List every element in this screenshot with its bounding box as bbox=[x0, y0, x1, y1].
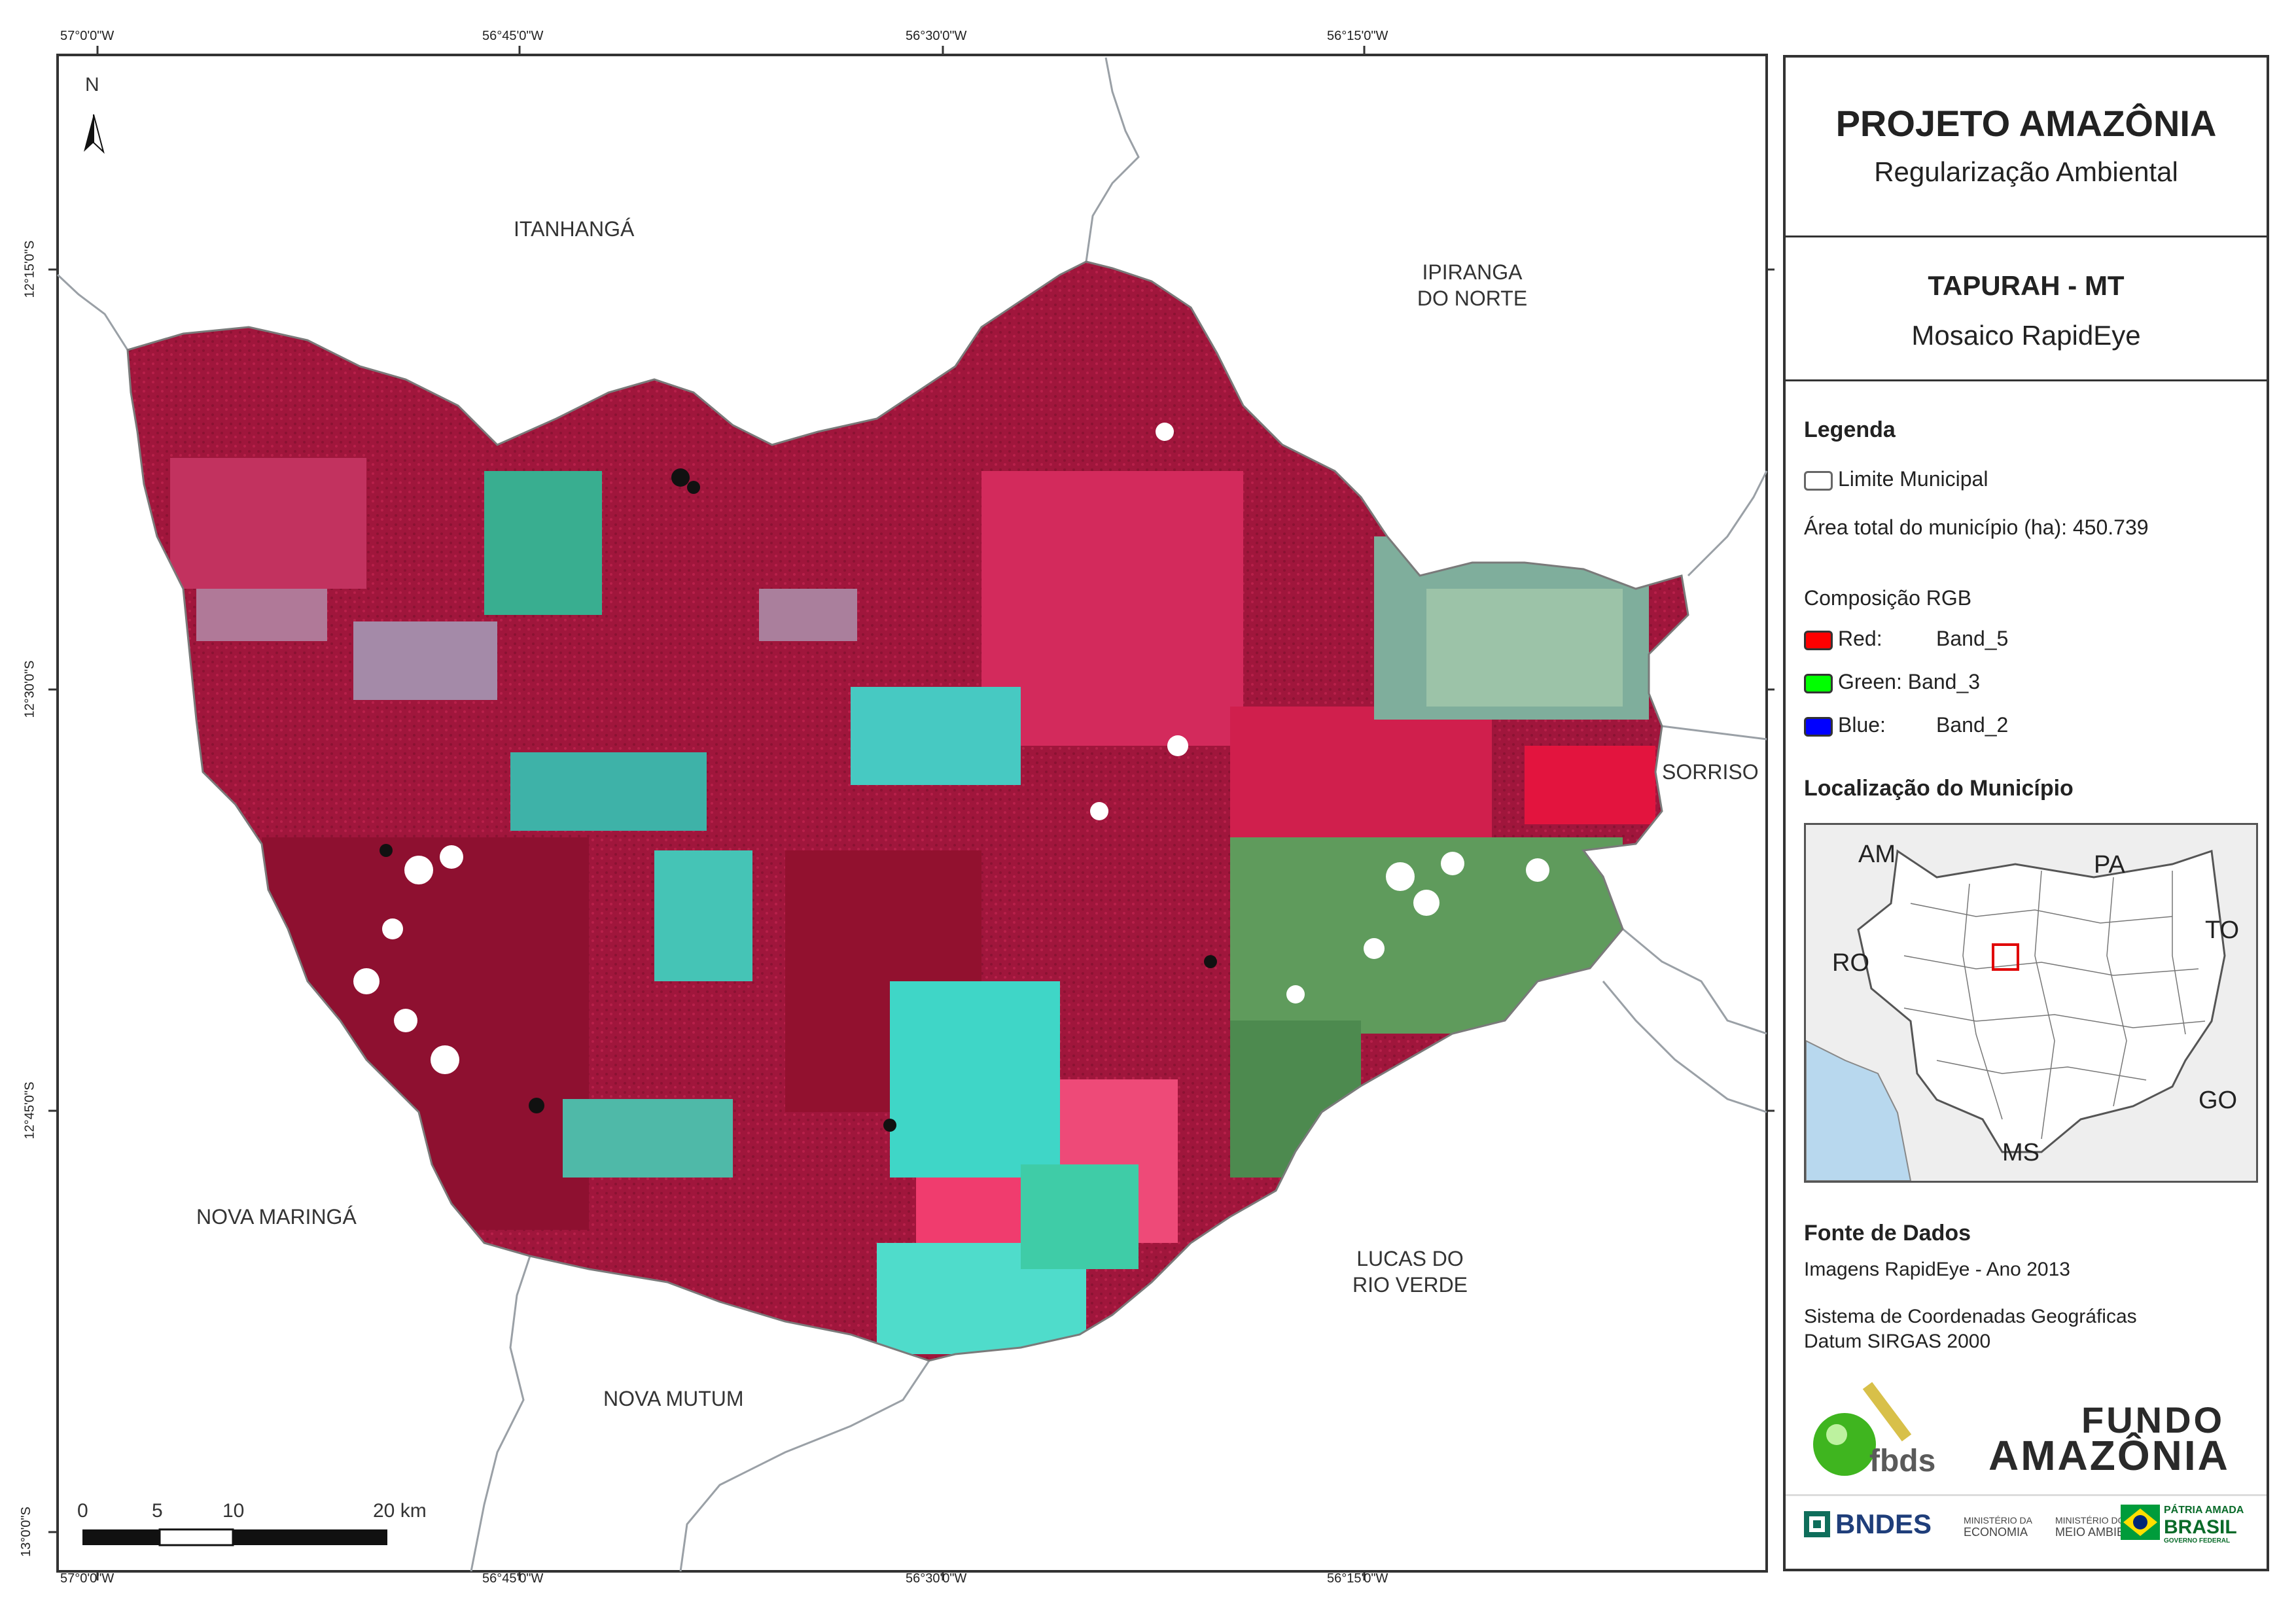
green-swatch-icon bbox=[1804, 673, 1833, 693]
location-title: Localização do Município bbox=[1804, 776, 2074, 801]
logo-divider bbox=[1786, 1494, 2267, 1496]
coord-bottom-4: 56°15'0"W bbox=[1327, 1571, 1388, 1586]
limit-swatch-icon bbox=[1804, 470, 1833, 491]
scale-tick-20: 20 km bbox=[373, 1500, 427, 1522]
coord-bottom-3: 56°30'0"W bbox=[906, 1571, 967, 1586]
band-green-label: Green: bbox=[1838, 670, 1902, 693]
panel-municipality: TAPURAH - MT Mosaico RapidEye bbox=[1786, 237, 2267, 381]
label-lucas-line2: RIO VERDE bbox=[1352, 1273, 1468, 1297]
north-arrow-icon bbox=[84, 114, 105, 154]
rgb-title: Composição RGB bbox=[1804, 586, 1972, 610]
coord-left-3: 12°45'0"S bbox=[22, 1081, 37, 1140]
label-itanhanga: ITANHANGÁ bbox=[514, 217, 635, 241]
label-lucas-line1: LUCAS DO bbox=[1356, 1247, 1464, 1270]
scale-tick-5: 5 bbox=[152, 1500, 163, 1522]
source-title: Fonte de Dados bbox=[1804, 1221, 1971, 1246]
project-subtitle: Regularização Ambiental bbox=[1874, 156, 2178, 187]
label-nova-maringa: NOVA MARINGÁ bbox=[196, 1205, 357, 1229]
coord-bottom-2: 56°45'0"W bbox=[482, 1571, 544, 1586]
panel-header: PROJETO AMAZÔNIA Regularização Ambiental bbox=[1786, 58, 2267, 237]
fundo-logo-line1: FUNDO bbox=[2081, 1399, 2225, 1440]
inset-label-ms: MS bbox=[2002, 1139, 2040, 1166]
graticule-ticks bbox=[48, 46, 1775, 1580]
source-images: Imagens RapidEye - Ano 2013 bbox=[1804, 1259, 2070, 1280]
location-inset-map: AM PA TO RO GO MS bbox=[1804, 823, 2258, 1183]
band-blue-value: Band_2 bbox=[1936, 713, 2009, 737]
coord-top-2: 56°45'0"W bbox=[482, 29, 544, 43]
label-ipiranga-line2: DO NORTE bbox=[1417, 287, 1528, 310]
legend-limit-label: Limite Municipal bbox=[1838, 467, 1988, 491]
legend-panel: PROJETO AMAZÔNIA Regularização Ambiental… bbox=[1783, 55, 2269, 1571]
band-blue-label: Blue: bbox=[1838, 713, 1886, 737]
ministry-environment-line1: MINISTÉRIO DO bbox=[2055, 1515, 2125, 1526]
governo-federal-text: GOVERNO FEDERAL bbox=[2164, 1537, 2231, 1544]
legend-limit: Limite Municipal bbox=[1804, 467, 1988, 491]
coord-bottom-1: 57°0'0"W bbox=[60, 1571, 115, 1586]
legend-area: Área total do município (ha): 450.739 bbox=[1804, 515, 2149, 539]
source-crs: Sistema de Coordenadas Geográficas bbox=[1804, 1306, 2137, 1327]
inset-label-am: AM bbox=[1858, 841, 1896, 868]
scale-bar bbox=[82, 1528, 387, 1546]
label-lucas-do-rio-verde: LUCAS DO RIO VERDE bbox=[1338, 1246, 1482, 1298]
coord-left-1: 12°15'0"S bbox=[22, 240, 37, 298]
scale-tick-0: 0 bbox=[77, 1500, 88, 1522]
inset-label-pa: PA bbox=[2094, 851, 2125, 879]
inset-label-ro: RO bbox=[1832, 949, 1869, 977]
brazil-flag-icon bbox=[2121, 1505, 2160, 1540]
label-nova-mutum: NOVA MUTUM bbox=[603, 1387, 744, 1410]
scale-tick-10: 10 bbox=[222, 1500, 245, 1522]
ministry-economy-line1: MINISTÉRIO DA bbox=[1964, 1515, 2033, 1526]
north-label: N bbox=[85, 74, 99, 96]
ministry-economy-line2: ECONOMIA bbox=[1964, 1526, 2028, 1539]
tapurah-marker-icon bbox=[1992, 943, 2019, 971]
band-green: Green: Band_3 bbox=[1804, 670, 1980, 694]
ministry-economy: MINISTÉRIO DA ECONOMIA bbox=[1964, 1515, 2032, 1539]
source-datum: Datum SIRGAS 2000 bbox=[1804, 1331, 1991, 1352]
municipality-title: TAPURAH - MT bbox=[1928, 270, 2125, 301]
mosaic-subtitle: Mosaico RapidEye bbox=[1911, 320, 2141, 351]
band-red-label: Red: bbox=[1838, 627, 1882, 650]
red-swatch-icon bbox=[1804, 630, 1833, 650]
blue-swatch-icon bbox=[1804, 716, 1833, 737]
coord-left-2: 12°30'0"S bbox=[22, 660, 37, 718]
map-canvas bbox=[48, 46, 1775, 1580]
label-sorriso: SORRISO bbox=[1662, 760, 1759, 784]
project-title: PROJETO AMAZÔNIA bbox=[1835, 103, 2217, 144]
coord-top-3: 56°30'0"W bbox=[906, 29, 967, 43]
label-ipiranga-line1: IPIRANGA bbox=[1422, 260, 1523, 284]
bndes-logo-icon bbox=[1804, 1511, 1830, 1537]
label-ipiranga: IPIRANGA DO NORTE bbox=[1400, 259, 1544, 311]
brasil-text: BRASIL bbox=[2164, 1516, 2237, 1538]
coord-top-1: 57°0'0"W bbox=[60, 29, 115, 43]
fbds-logo-icon bbox=[1813, 1382, 1912, 1476]
fbds-logo-text: fbds bbox=[1869, 1444, 1936, 1478]
neighbour-boundaries bbox=[56, 57, 1768, 1572]
coord-left-4: 13°0'0"S bbox=[18, 1507, 33, 1557]
inset-label-to: TO bbox=[2205, 916, 2240, 944]
inset-label-go: GO bbox=[2199, 1087, 2238, 1114]
fundo-logo-line2: AMAZÔNIA bbox=[1988, 1432, 2230, 1479]
bndes-logo-text: BNDES bbox=[1835, 1509, 1932, 1539]
inset-svg bbox=[1806, 825, 2256, 1181]
legend-title: Legenda bbox=[1804, 417, 1896, 442]
coord-top-4: 56°15'0"W bbox=[1327, 29, 1388, 43]
band-blue: Blue: Band_2 bbox=[1804, 713, 2008, 737]
patria-amada-text: PÁTRIA AMADA bbox=[2164, 1505, 2244, 1516]
band-red-value: Band_5 bbox=[1936, 627, 2009, 650]
band-red: Red: Band_5 bbox=[1804, 627, 2008, 651]
band-green-value: Band_3 bbox=[1907, 670, 1981, 693]
